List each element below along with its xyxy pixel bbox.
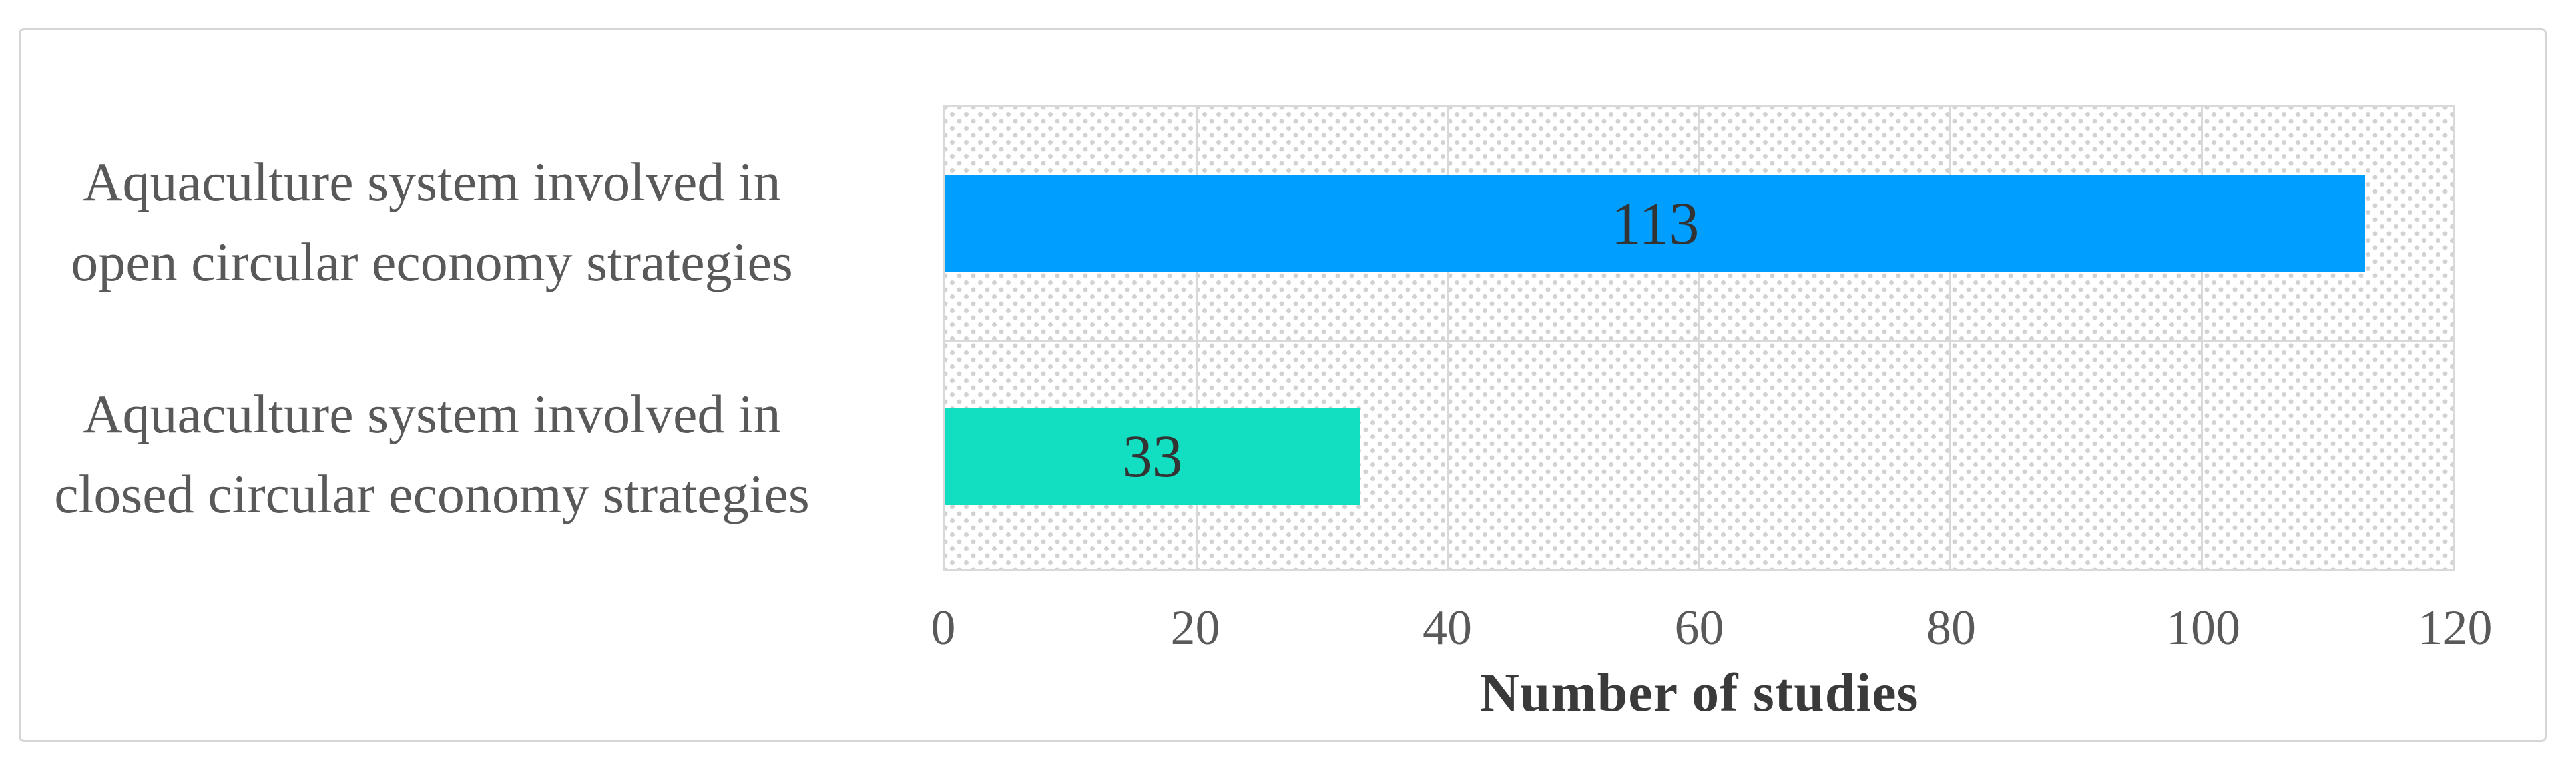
vertical-gridline-20 [1195,107,1198,569]
x-tick-label-60: 60 [1674,601,1724,655]
vertical-gridline-80 [1949,107,1952,569]
bar-open-strategies: 113 [945,175,2366,272]
category-label-line: Aquaculture system involved in [83,151,781,212]
category-label-line: Aquaculture system involved in [83,384,781,444]
chart-frame: Aquaculture system involved in open circ… [19,28,2547,742]
data-label-open: 113 [1611,190,1700,257]
x-tick-label-0: 0 [931,601,956,655]
x-tick-label-20: 20 [1170,601,1220,655]
category-label-closed-strategies: Aquaculture system involved in closed ci… [0,374,886,534]
plot-area: 113 33 [943,105,2455,571]
vertical-gridline-40 [1447,107,1449,569]
category-label-line: closed circular economy strategies [54,464,810,524]
x-axis-title: Number of studies [1479,662,1919,723]
data-label-closed: 33 [1122,423,1183,490]
x-axis: 0 20 40 60 80 100 120 [931,601,2493,655]
x-tick-label-100: 100 [2166,601,2240,655]
bar-closed-strategies: 33 [945,408,1360,505]
x-tick-label-80: 80 [1926,601,1976,655]
horizontal-gridline [945,340,2453,342]
category-label-line: open circular economy strategies [71,232,793,292]
x-tick-label-120: 120 [2418,601,2493,655]
x-tick-label-40: 40 [1423,601,1472,655]
category-label-open-strategies: Aquaculture system involved in open circ… [0,142,886,302]
vertical-gridline-60 [1698,107,1700,569]
vertical-gridline-100 [2201,107,2203,569]
